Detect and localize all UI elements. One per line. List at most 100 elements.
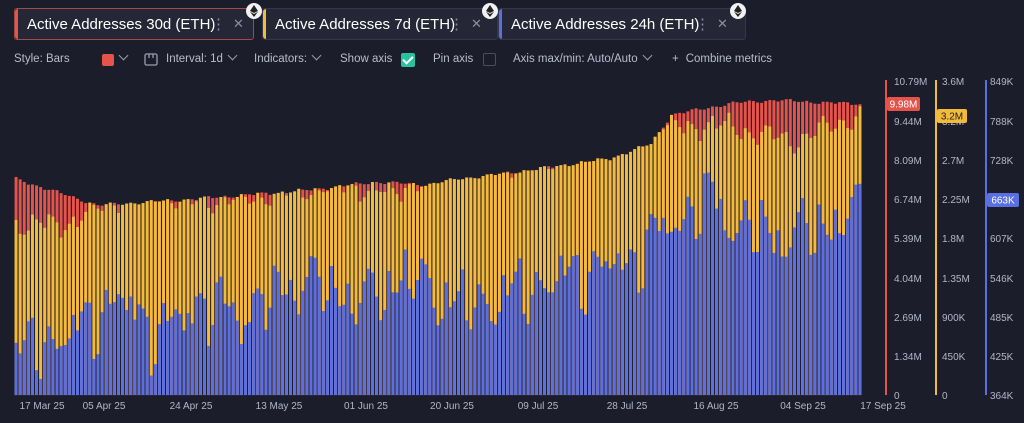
y-tick-label-30d: 8.09M (894, 156, 922, 167)
bar-24h (497, 311, 501, 395)
bar-30d (616, 155, 620, 395)
bar-30d (432, 182, 436, 395)
bar-24h (751, 252, 755, 395)
bar-24h (198, 293, 202, 395)
bar-30d (457, 179, 460, 395)
bar-30d (731, 101, 735, 395)
bar-30d (825, 101, 829, 396)
bar-30d (411, 183, 415, 395)
bar-30d (768, 100, 772, 395)
bar-7d (842, 120, 846, 395)
bar-7d (153, 201, 157, 395)
bar-24h (649, 214, 653, 395)
bar-30d (588, 161, 592, 395)
bar-24h (756, 252, 760, 395)
bar-30d (358, 183, 362, 395)
style-selector[interactable]: Style: Bars (14, 53, 70, 65)
bar-24h (461, 269, 465, 395)
axis-minmax-selector[interactable]: Axis max/min: Auto/Auto (513, 50, 653, 65)
bar-24h (71, 314, 75, 395)
more-options-icon[interactable]: ⋮ (211, 16, 226, 33)
bar-30d (846, 102, 850, 396)
bar-7d (674, 120, 678, 396)
bar-7d (551, 169, 555, 395)
combine-metrics-button[interactable]: + Combine metrics (672, 53, 772, 65)
interval-selector[interactable]: Interval: 1d (166, 50, 238, 65)
bar-7d (63, 230, 67, 395)
eth-logo-icon (730, 3, 746, 19)
bar-7d (157, 201, 161, 395)
bar-30d (788, 99, 792, 395)
bar-7d (420, 186, 424, 395)
bar-24h (47, 326, 51, 395)
bar-24h (710, 181, 714, 395)
bar-24h (530, 294, 534, 395)
bar-24h (620, 269, 624, 395)
more-options-icon[interactable]: ⋮ (695, 16, 710, 33)
bar-30d (649, 144, 653, 395)
bar-7d (567, 166, 571, 395)
bar-30d (571, 165, 575, 395)
tab-active-addresses-30d[interactable]: Active Addresses 30d (ETH) ⋮ ✕ (14, 8, 254, 40)
bar-7d (141, 203, 145, 395)
bar-24h (604, 261, 608, 395)
bar-24h (633, 252, 637, 395)
color-chevron-icon[interactable] (114, 50, 129, 65)
bar-30d (121, 204, 125, 395)
bar-30d (26, 184, 30, 395)
bar-30d (555, 166, 559, 395)
bar-24h (784, 256, 788, 395)
bar-30d (47, 189, 51, 395)
series-color-swatch[interactable] (102, 54, 114, 66)
bar-24h (190, 323, 194, 395)
pin-axis-label: Pin axis (433, 53, 474, 65)
tab-active-addresses-24h[interactable]: Active Addresses 24h (ETH) ⋮ ✕ (498, 8, 746, 40)
bar-30d (694, 108, 698, 395)
bar-30d (739, 102, 743, 395)
bar-7d (653, 136, 657, 395)
bar-24h (534, 272, 538, 395)
y-tick-label-24h: 788K (990, 117, 1014, 128)
tab-active-addresses-7d[interactable]: Active Addresses 7d (ETH) ⋮ ✕ (262, 8, 498, 40)
bar-24h (858, 183, 862, 395)
bar-24h (735, 232, 739, 395)
bar-24h (813, 252, 817, 395)
show-axis-checkbox[interactable] (401, 53, 415, 67)
indicators-selector[interactable]: Indicators: (254, 50, 322, 65)
bar-30d (76, 198, 79, 395)
bar-24h (362, 281, 366, 395)
axis-minmax-label: Axis max/min: Auto/Auto (513, 53, 638, 65)
bar-30d (334, 186, 338, 395)
bar-24h (551, 292, 555, 395)
close-icon[interactable]: ✕ (471, 16, 482, 31)
bar-24h (854, 184, 858, 395)
bar-24h (157, 324, 161, 395)
bar-7d (719, 125, 723, 396)
bar-30d (145, 201, 149, 395)
bar-24h (170, 316, 174, 395)
bar-7d (76, 226, 79, 395)
y-tick-label-24h: 607K (990, 234, 1014, 245)
bar-7d (370, 182, 374, 395)
bar-24h (780, 256, 784, 395)
bar-30d (710, 106, 714, 395)
close-icon[interactable]: ✕ (717, 16, 728, 31)
bar-24h (719, 198, 723, 395)
bar-30d (383, 184, 387, 395)
bar-24h (137, 304, 141, 395)
more-options-icon[interactable]: ⋮ (449, 16, 464, 33)
bar-7d (760, 131, 764, 396)
bar-7d (174, 208, 178, 395)
bar-24h (346, 283, 350, 395)
pin-axis-checkbox[interactable] (483, 53, 496, 66)
bar-30d (522, 170, 526, 395)
bar-7d (579, 161, 583, 395)
bar-24h (22, 340, 26, 395)
y-tick-label-24h: 364K (990, 391, 1014, 402)
close-icon[interactable]: ✕ (233, 16, 244, 31)
bar-30d (157, 201, 161, 395)
bar-7d (575, 163, 579, 395)
bar-30d (178, 201, 182, 395)
bar-30d (551, 167, 555, 395)
bar-30d (391, 181, 395, 395)
